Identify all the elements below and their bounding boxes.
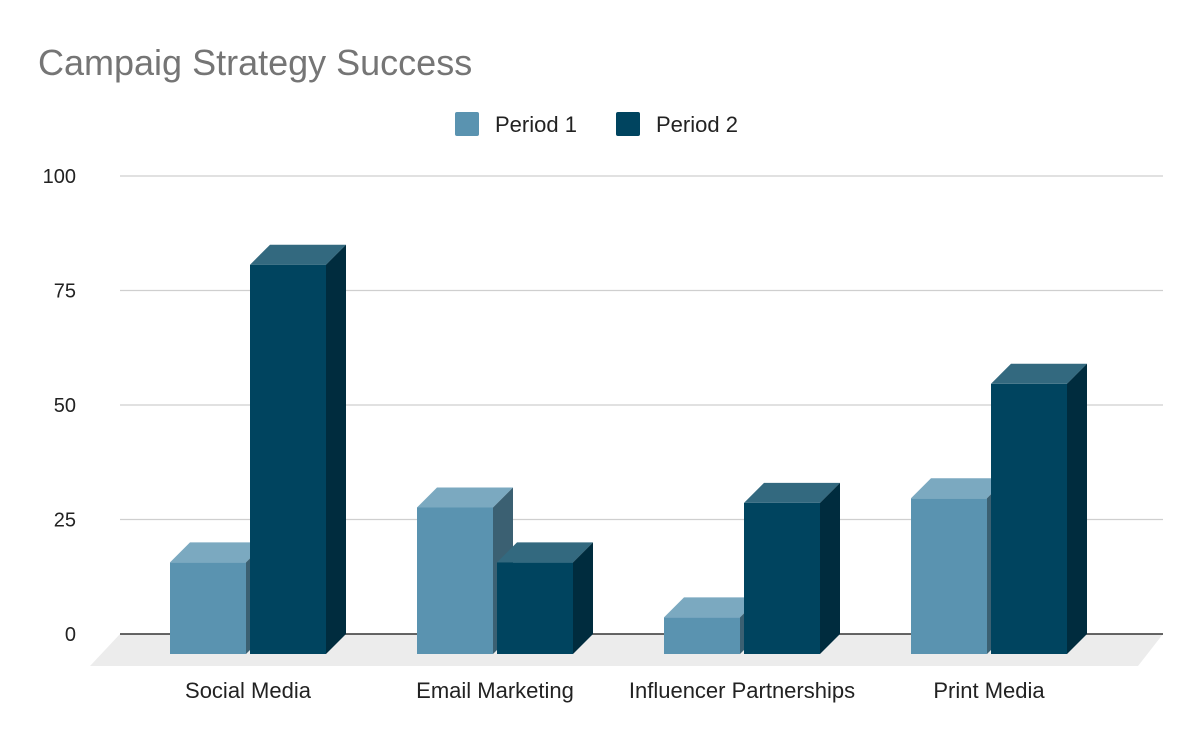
category-label: Print Media [933,678,1045,703]
bar-front [991,383,1067,654]
bar-front [497,562,573,654]
bar-top [417,487,513,508]
bar-side [1067,363,1087,654]
bar [744,482,840,654]
chart-title: Campaig Strategy Success [38,42,472,83]
bar-side [326,244,346,654]
bar-front [170,562,246,654]
bar-front [911,498,987,654]
legend-swatch [616,112,640,136]
bar-top [250,244,346,265]
category-label: Influencer Partnerships [629,678,855,703]
y-tick-label: 75 [54,281,76,303]
y-tick-label: 50 [54,395,76,417]
chart-floor [90,634,1163,666]
y-axis-ticks: 0 25 50 75 100 [43,166,76,646]
category-labels: Social Media Email Marketing Influencer Pa… [185,678,1045,703]
bar-front [664,617,740,654]
bar-top [664,597,760,618]
bar-top [744,482,840,503]
legend-item: Period 1 [455,112,577,137]
legend-swatch [455,112,479,136]
legend-label: Period 2 [656,112,738,137]
bar-side [573,542,593,654]
bar-front [417,507,493,654]
bar-top [991,363,1087,384]
legend-label: Period 1 [495,112,577,137]
bar-front [744,502,820,654]
bar [497,542,593,654]
bar-front [250,264,326,654]
bar-top [911,478,1007,499]
legend: Period 1 Period 2 [455,112,738,137]
legend-item: Period 2 [616,112,738,137]
category-label: Social Media [185,678,312,703]
bar [250,244,346,654]
bars [170,244,1087,654]
bar [991,363,1087,654]
bar-side [820,482,840,654]
y-tick-label: 25 [54,510,76,532]
floor-plane [90,634,1163,666]
category-label: Email Marketing [416,678,574,703]
bar-top [170,542,266,563]
bar-top [497,542,593,563]
y-tick-label: 0 [65,624,76,646]
y-tick-label: 100 [43,166,76,188]
